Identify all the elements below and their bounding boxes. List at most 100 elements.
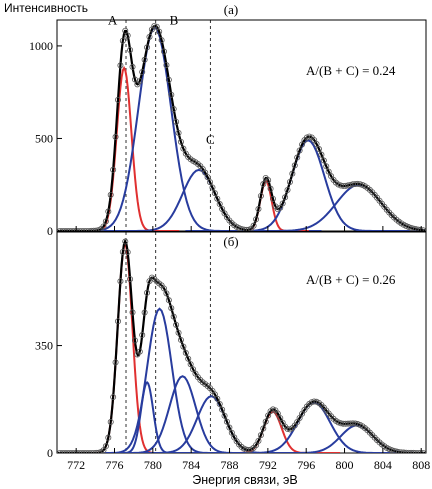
data-point: [286, 178, 293, 185]
data-point: [214, 195, 221, 202]
data-point: [274, 410, 281, 417]
data-point: [289, 170, 296, 177]
data-point: [211, 190, 218, 197]
data-point: [144, 289, 151, 296]
data-point: [211, 391, 218, 398]
data-point: [112, 359, 119, 366]
data-point: [250, 222, 257, 229]
data-point: [299, 141, 306, 148]
data-point: [262, 418, 269, 425]
data-point: [105, 208, 112, 215]
component-peak-blue: [190, 183, 426, 231]
component-peak-blue: [103, 395, 319, 453]
data-point: [177, 336, 184, 343]
data-point: [265, 177, 272, 184]
x-tick-label: 808: [412, 458, 430, 472]
data-point: [170, 105, 177, 112]
component-peak-blue: [84, 375, 281, 453]
x-axis-title: Энергия связи, эВ: [192, 473, 297, 487]
data-point: [168, 91, 175, 98]
data-point: [294, 154, 301, 161]
data-point: [257, 432, 264, 439]
data-point: [129, 309, 136, 316]
data-point: [315, 146, 322, 153]
data-point: [141, 309, 148, 316]
data-point: [219, 205, 226, 212]
data-point: [102, 443, 109, 450]
data-point: [177, 138, 184, 145]
data-point: [260, 181, 267, 188]
peak-letter-label: B: [170, 13, 179, 28]
component-peak-red: [69, 241, 181, 453]
component-peak-red: [205, 410, 341, 453]
data-point: [204, 174, 211, 181]
data-point: [219, 406, 226, 413]
data-point: [277, 415, 284, 422]
data-point: [313, 141, 320, 148]
data-point: [100, 223, 107, 230]
data-point: [320, 157, 327, 164]
data-point: [269, 195, 276, 202]
data-point: [223, 418, 230, 425]
y-tick-label: 0: [47, 446, 53, 460]
data-point: [105, 434, 112, 441]
data-point: [291, 162, 298, 169]
data-point: [151, 22, 158, 29]
x-tick-label: 804: [374, 458, 392, 472]
data-point: [216, 400, 223, 407]
data-point: [110, 394, 117, 401]
data-point: [420, 227, 426, 231]
x-tick-label: 788: [221, 458, 239, 472]
data-point: [282, 194, 289, 201]
x-tick-label: 776: [106, 458, 124, 472]
data-point: [216, 201, 223, 208]
data-point: [284, 186, 291, 193]
panel-label: (а): [224, 2, 238, 17]
data-point: [417, 226, 424, 231]
data-point: [161, 285, 168, 292]
data-point: [102, 218, 109, 225]
x-tick-label: 796: [297, 458, 315, 472]
data-point: [180, 343, 187, 350]
x-tick-label: 784: [182, 458, 200, 472]
data-point: [107, 419, 114, 426]
data-point: [110, 166, 117, 173]
plot-area: [57, 20, 426, 231]
panel-label: (б): [223, 234, 238, 249]
y-tick-label: 350: [35, 339, 53, 353]
data-point: [136, 78, 143, 85]
data-point: [173, 118, 180, 125]
peak-letter-label: A: [108, 13, 118, 28]
data-point: [318, 151, 325, 158]
data-point: [255, 437, 262, 444]
data-point: [187, 361, 194, 368]
data-point: [124, 249, 131, 256]
x-tick-label: 792: [259, 458, 277, 472]
data-point: [207, 179, 214, 186]
plot-frame: [56, 19, 427, 232]
data-point: [129, 63, 136, 70]
data-point: [95, 449, 102, 453]
data-point: [296, 147, 303, 154]
x-tick-label: 780: [144, 458, 162, 472]
data-point: [185, 355, 192, 362]
data-point: [107, 191, 114, 198]
plot-area: [57, 232, 426, 453]
component-peak-blue: [101, 381, 194, 453]
y-tick-label: 500: [35, 131, 53, 145]
x-tick-label: 772: [67, 458, 85, 472]
y-tick-label: 1000: [29, 39, 53, 53]
data-point: [144, 44, 151, 51]
data-point: [226, 424, 233, 431]
x-tick-label: 800: [336, 458, 354, 472]
peak-letter-label: C: [206, 132, 215, 147]
data-point: [115, 318, 122, 325]
data-point: [182, 349, 189, 356]
data-point: [279, 200, 286, 207]
component-peak-blue: [76, 168, 322, 231]
data-point: [209, 184, 216, 191]
data-point: [165, 76, 172, 83]
data-point: [180, 145, 187, 152]
data-point: [122, 27, 129, 34]
